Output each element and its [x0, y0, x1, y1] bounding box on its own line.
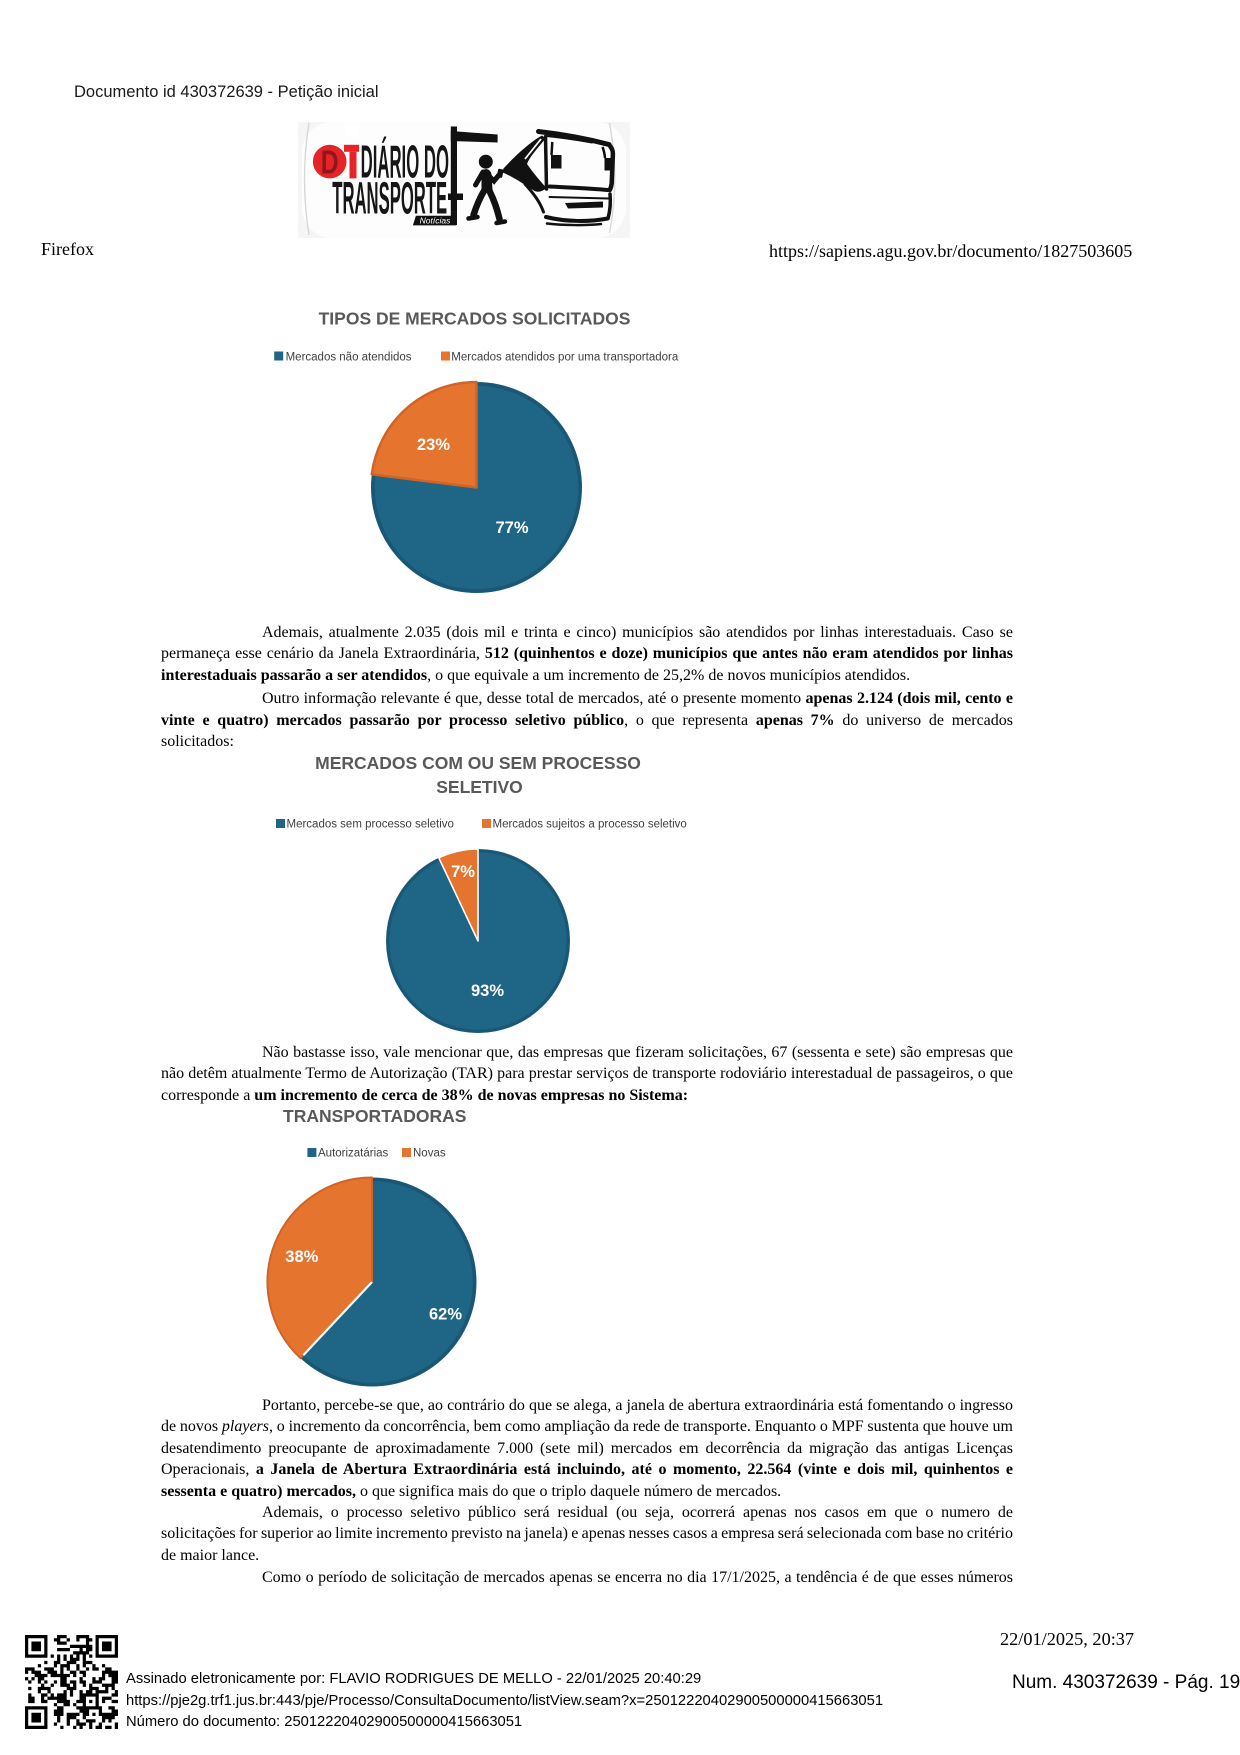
- svg-text:Mercados sem processo seletivo: Mercados sem processo seletivo: [287, 818, 454, 830]
- svg-text:Novas: Novas: [413, 1147, 446, 1159]
- svg-text:62%: 62%: [429, 1305, 462, 1323]
- svg-text:7%: 7%: [451, 863, 475, 881]
- svg-text:Mercados não atendidos: Mercados não atendidos: [286, 351, 412, 363]
- svg-text:93%: 93%: [471, 982, 504, 1000]
- svg-text:TIPOS DE MERCADOS SOLICITADOS: TIPOS DE MERCADOS SOLICITADOS: [319, 308, 631, 328]
- svg-text:Mercados sujeitos a processo s: Mercados sujeitos a processo seletivo: [493, 818, 687, 830]
- svg-text:Autorizatárias: Autorizatárias: [318, 1147, 389, 1159]
- svg-text:DIÁRIO DO: DIÁRIO DO: [361, 135, 449, 188]
- svg-text:Mercados atendidos por uma tra: Mercados atendidos por uma transportador…: [451, 351, 679, 363]
- svg-text:MERCADOS COM OU SEM PROCESSO: MERCADOS COM OU SEM PROCESSO: [315, 753, 641, 773]
- svg-text:23%: 23%: [417, 436, 450, 454]
- svg-text:38%: 38%: [285, 1248, 318, 1266]
- svg-text:SELETIVO: SELETIVO: [436, 777, 523, 797]
- svg-text:D: D: [321, 145, 339, 181]
- svg-text:Notícias: Notícias: [420, 216, 451, 226]
- svg-text:77%: 77%: [495, 519, 528, 537]
- svg-text:TRANSPORTADORAS: TRANSPORTADORAS: [283, 1106, 466, 1126]
